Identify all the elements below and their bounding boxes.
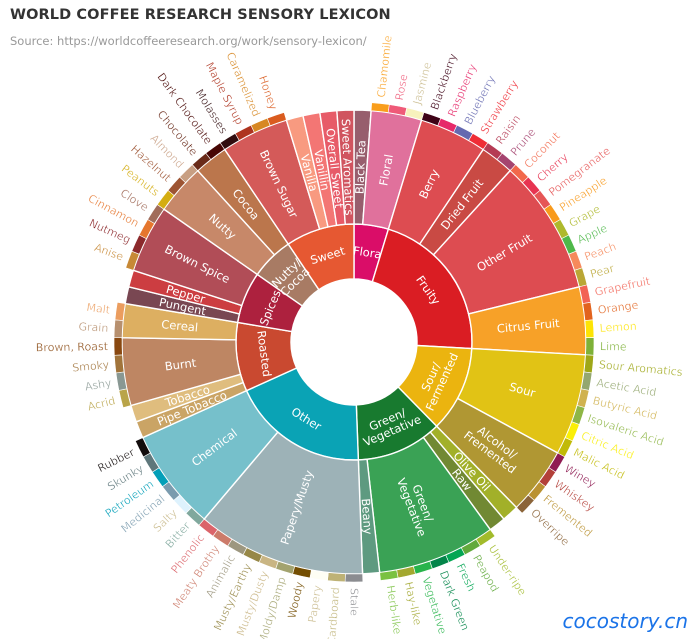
- label-pear: Pear: [589, 262, 616, 281]
- page-subtitle: Source: https://worldcoffeeresearch.org/…: [10, 34, 367, 48]
- label-ashy: Ashy: [84, 376, 113, 393]
- label-flora: Flora: [352, 243, 382, 261]
- label-stale: Stale: [348, 588, 361, 616]
- segment-brown-roast[interactable]: [113, 337, 123, 356]
- page-title: WORLD COFFEE RESEARCH SENSORY LEXICON: [10, 7, 391, 23]
- label-grain: Grain: [78, 320, 109, 335]
- label-sweet-aromatics: Sweet Aromatics: [339, 119, 357, 216]
- label-grapefruit: Grapefruit: [594, 274, 652, 298]
- segment-cardboard[interactable]: [327, 572, 346, 583]
- watermark-text: cocostory.cn: [562, 609, 689, 633]
- label-herb-like: Herb-like: [384, 584, 404, 635]
- label-citrus-fruit: Citrus Fruit: [496, 316, 560, 336]
- label-floral: Floral: [376, 153, 396, 187]
- label-sour: Sour: [508, 380, 537, 401]
- label-acrid: Acrid: [86, 394, 116, 413]
- label-acetic-acid: Acetic Acid: [596, 376, 658, 399]
- label-orange: Orange: [597, 299, 639, 317]
- segment-chamomile[interactable]: [370, 102, 390, 113]
- label-malt: Malt: [86, 301, 112, 317]
- segment-sweet-aromatics[interactable]: [336, 109, 355, 226]
- label-lemon: Lemon: [599, 320, 637, 335]
- label-smoky: Smoky: [72, 358, 110, 374]
- label-roasted: Roasted: [254, 330, 274, 378]
- label-chamomile: Chamomile: [375, 35, 395, 99]
- label-burnt: Burnt: [164, 356, 198, 374]
- label-brown-roast: Brown, Roast: [36, 340, 109, 354]
- label-black-tea: Black Tea: [352, 140, 368, 194]
- center-hole: [293, 281, 415, 403]
- label-sour-aromatics: Sour Aromatics: [598, 358, 683, 379]
- segment-smoky[interactable]: [114, 354, 125, 374]
- label-anise: Anise: [93, 241, 126, 264]
- segment-sour-aromatics[interactable]: [583, 354, 594, 374]
- label-lime: Lime: [600, 340, 627, 353]
- segment-stale[interactable]: [344, 573, 364, 583]
- label-beany: Beany: [359, 498, 376, 535]
- segment-lemon[interactable]: [584, 319, 595, 339]
- segment-grain[interactable]: [113, 319, 124, 339]
- segment-lime[interactable]: [585, 337, 595, 356]
- label-peach: Peach: [583, 240, 618, 263]
- label-papery: Papery: [306, 584, 324, 624]
- label-hay-like: Hay-like: [402, 581, 424, 627]
- label-cereal: Cereal: [161, 317, 199, 334]
- label-rose: Rose: [393, 73, 411, 102]
- label-cardboard: Cardboard: [325, 587, 342, 639]
- label-woody: Woody: [285, 580, 306, 620]
